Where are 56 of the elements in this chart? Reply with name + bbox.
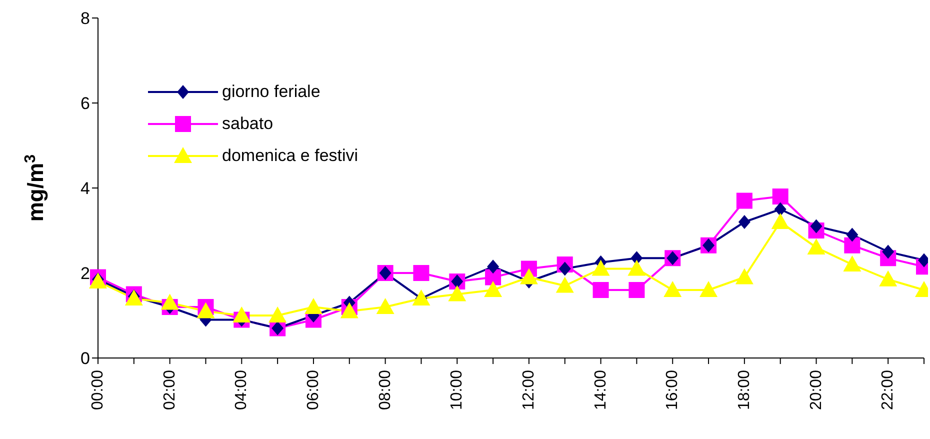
point — [774, 202, 786, 216]
point — [412, 290, 430, 306]
point — [340, 302, 358, 318]
point — [376, 298, 394, 314]
x-tick-label: 16:00 — [664, 370, 682, 410]
y-tick-label: 4 — [80, 179, 90, 198]
y-tick-label: 8 — [80, 9, 90, 28]
y-tick-label: 2 — [80, 264, 90, 284]
x-tick-label: 18:00 — [736, 370, 753, 410]
y-tick-label: 0 — [80, 349, 90, 368]
point — [556, 276, 574, 293]
point — [160, 294, 179, 310]
x-tick-label: 22:00 — [880, 370, 897, 410]
point — [558, 262, 571, 276]
x-tick-label: 02:00 — [161, 370, 178, 410]
point — [772, 188, 788, 204]
point — [844, 237, 860, 254]
point — [628, 260, 646, 276]
point — [124, 290, 143, 306]
point — [268, 306, 287, 322]
point — [700, 281, 718, 297]
point — [304, 298, 322, 314]
point — [448, 285, 466, 302]
point — [592, 260, 610, 276]
point — [628, 282, 645, 298]
point — [664, 281, 682, 297]
point — [413, 265, 430, 281]
legend-label: domenica e festivi — [222, 146, 358, 166]
point — [487, 260, 500, 274]
point — [232, 306, 251, 322]
point — [846, 228, 858, 242]
x-tick-label: 20:00 — [808, 370, 825, 410]
point — [882, 244, 894, 259]
point — [520, 268, 538, 284]
point — [771, 213, 790, 229]
point — [879, 270, 898, 286]
legend-label: sabato — [222, 114, 274, 134]
point — [735, 268, 754, 284]
x-tick-label: 10:00 — [448, 370, 466, 410]
point — [736, 192, 752, 209]
point — [89, 272, 107, 288]
x-tick-label: 06:00 — [304, 370, 322, 410]
point — [592, 282, 609, 298]
x-tick-label: 04:00 — [233, 370, 250, 410]
point — [843, 256, 862, 272]
y-tick-label: 6 — [80, 94, 90, 114]
x-tick-label: 12:00 — [520, 370, 538, 410]
point — [738, 215, 750, 229]
x-tick-label: 08:00 — [376, 370, 394, 410]
point — [810, 219, 822, 234]
point — [807, 238, 826, 254]
point — [484, 281, 502, 297]
x-tick-label: 00:00 — [90, 370, 106, 410]
point — [196, 302, 215, 318]
x-tick-label: 14:00 — [592, 370, 610, 410]
legend-label: giorno feriale — [222, 82, 320, 102]
